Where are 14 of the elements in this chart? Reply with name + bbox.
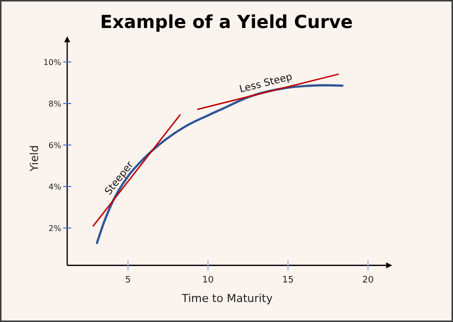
x-tick-label: 5: [125, 275, 131, 286]
y-tick-label: 2%: [48, 224, 62, 233]
y-tick-label: 4%: [48, 182, 62, 192]
x-tick-label: 20: [362, 275, 374, 286]
y-axis-title: Yield: [28, 145, 41, 172]
x-tick-label: 15: [282, 275, 294, 286]
annotation: Less Steep: [238, 72, 294, 96]
x-tick-label: 10: [202, 275, 214, 286]
y-tick-label: 6%: [48, 141, 62, 150]
y-tick-label: 10%: [43, 58, 62, 67]
chart-title: Example of a Yield Curve: [100, 12, 353, 33]
line-series: [96, 84, 344, 244]
x-axis-title: Time to Maturity: [180, 292, 274, 305]
y-tick-label: 8%: [48, 100, 62, 108]
